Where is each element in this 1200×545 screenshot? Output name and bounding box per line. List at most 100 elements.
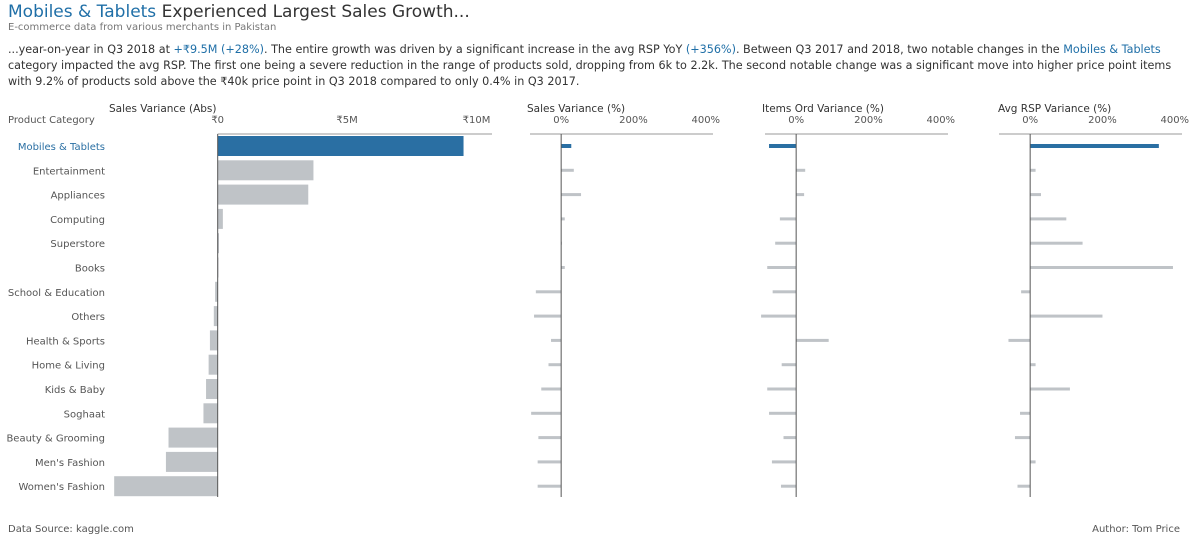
panel-1-bar-health-sports (209, 330, 218, 351)
description-highlight: +₹9.5M (+28%) (173, 43, 264, 56)
panel-1-bar-superstore (217, 233, 219, 254)
category-label-books: Books (75, 264, 105, 275)
description-text: ...year-on-year in Q3 2018 at (8, 43, 174, 56)
panel-1-bar-women-s-fashion (114, 476, 218, 497)
panel-2-bar-health-sports (551, 338, 562, 342)
panel-4-tick-label: 400% (1160, 115, 1189, 126)
category-label-entertainment: Entertainment (33, 166, 105, 177)
title-highlight: Mobiles & Tablets (8, 2, 157, 22)
panel-3-bar-men-s-fashion (771, 460, 797, 464)
chart-subtitle: E-commerce data from various merchants i… (8, 22, 277, 33)
panel-3-bar-entertainment (796, 168, 806, 172)
panel-4-tick-label: 0% (1022, 115, 1038, 126)
panel-3-bar-beauty-grooming (783, 436, 797, 440)
panel-1-bar-entertainment (217, 160, 314, 181)
title-rest: Experienced Largest Sales Growth... (156, 2, 470, 22)
chart-title: Mobiles & Tablets Experienced Largest Sa… (8, 2, 470, 22)
panel-4-bar-women-s-fashion (1017, 484, 1031, 488)
panel-2-bar-others (534, 314, 562, 318)
panel-4-bar-mobiles-tablets (1030, 144, 1159, 148)
panel-3-bar-women-s-fashion (780, 484, 797, 488)
panel-1-bar-men-s-fashion (165, 451, 218, 472)
row-header: Product Category (8, 115, 95, 126)
panel-1-tick-label: ₹5M (336, 115, 357, 126)
panel-3-bar-others (761, 314, 797, 318)
panel-4-bar-computing (1030, 217, 1067, 221)
category-label-mobiles-tablets: Mobiles & Tablets (18, 142, 105, 153)
panel-2-tick-label: 0% (553, 115, 569, 126)
panel-4-bar-beauty-grooming (1014, 436, 1031, 440)
panel-1-tick-label: ₹0 (211, 115, 224, 126)
panel-2-title: Sales Variance (%) (527, 103, 625, 115)
description-highlight: Mobiles & Tablets (1063, 43, 1161, 56)
category-label-others: Others (71, 312, 105, 323)
panel-2-tick-label: 400% (691, 115, 720, 126)
panel-3-bar-appliances (796, 193, 805, 197)
panel-2-bar-school-education (535, 290, 562, 294)
panel-2-bar-soghaat (531, 411, 562, 415)
panel-3-bar-school-education (772, 290, 797, 294)
panel-4-bar-books (1030, 266, 1173, 269)
author-credit: Author: Tom Price (1092, 524, 1180, 535)
description-text: . Between Q3 2017 and 2018, two notable … (735, 43, 1064, 56)
panel-3-bar-health-sports (796, 338, 829, 342)
category-label-kids-baby: Kids & Baby (45, 385, 105, 396)
category-label-home-living: Home & Living (32, 361, 105, 372)
description-paragraph: ...year-on-year in Q3 2018 at +₹9.5M (+2… (8, 42, 1192, 90)
panel-4-bar-school-education (1021, 290, 1031, 294)
description-highlight: (+356%) (685, 43, 736, 56)
panel-2-bar-home-living (548, 363, 562, 367)
panel-3-tick-label: 400% (926, 115, 955, 126)
category-label-superstore: Superstore (50, 239, 105, 250)
panel-1-bar-beauty-grooming (168, 427, 218, 448)
panel-1-bar-soghaat (203, 403, 218, 424)
panel-2-bar-computing (561, 217, 565, 221)
panel-4-bar-appliances (1030, 193, 1041, 197)
panel-2-bar-kids-baby (541, 387, 562, 391)
panel-4-bar-home-living (1030, 363, 1036, 367)
panel-2-bar-beauty-grooming (538, 436, 562, 440)
category-label-health-sports: Health & Sports (26, 336, 105, 347)
panel-1-bar-others (213, 306, 218, 327)
panel-4-bar-others (1030, 314, 1103, 318)
panel-1-bar-home-living (208, 354, 218, 375)
panel-2-bar-appliances (561, 193, 582, 197)
panel-3-bar-kids-baby (767, 387, 797, 391)
panel-4-tick-label: 200% (1088, 115, 1117, 126)
panel-4-title: Avg RSP Variance (%) (998, 103, 1111, 115)
panel-3-bar-computing (779, 217, 797, 221)
category-label-computing: Computing (50, 215, 105, 226)
panel-2-bar-men-s-fashion (537, 460, 562, 464)
panel-1-bar-appliances (217, 184, 309, 205)
panel-3-bar-books (767, 266, 797, 269)
panel-2-bar-books (561, 266, 565, 269)
panel-1-bar-computing (217, 208, 223, 229)
panel-2-bar-mobiles-tablets (561, 144, 572, 148)
panel-3-bar-mobiles-tablets (769, 144, 797, 148)
panel-4-bar-superstore (1030, 241, 1083, 245)
panel-1-bar-kids-baby (206, 379, 218, 399)
category-label-women-s-fashion: Women's Fashion (18, 482, 105, 493)
panel-1-tick-label: ₹10M (463, 115, 491, 126)
category-label-appliances: Appliances (51, 191, 105, 202)
panel-4-bar-men-s-fashion (1030, 460, 1036, 464)
panel-1-title: Sales Variance (Abs) (109, 103, 217, 115)
panel-3-title: Items Ord Variance (%) (762, 103, 884, 115)
panel-3-tick-label: 0% (788, 115, 804, 126)
description-text: category impacted the avg RSP. The first… (8, 59, 1172, 88)
panel-3-tick-label: 200% (854, 115, 883, 126)
panel-4-bar-health-sports (1008, 338, 1031, 342)
category-label-beauty-grooming: Beauty & Grooming (6, 434, 105, 445)
category-label-school-education: School & Education (8, 288, 105, 299)
panel-4-bar-soghaat (1020, 411, 1031, 415)
category-label-men-s-fashion: Men's Fashion (35, 458, 105, 469)
panel-3-bar-home-living (781, 363, 797, 367)
panel-2-bar-women-s-fashion (537, 484, 562, 488)
panel-4-bar-entertainment (1030, 168, 1036, 172)
data-source: Data Source: kaggle.com (8, 524, 134, 535)
panel-1-bar-mobiles-tablets (217, 136, 464, 156)
panel-3-bar-soghaat (769, 411, 797, 415)
category-label-soghaat: Soghaat (64, 409, 105, 420)
panel-3-bar-superstore (775, 241, 797, 245)
